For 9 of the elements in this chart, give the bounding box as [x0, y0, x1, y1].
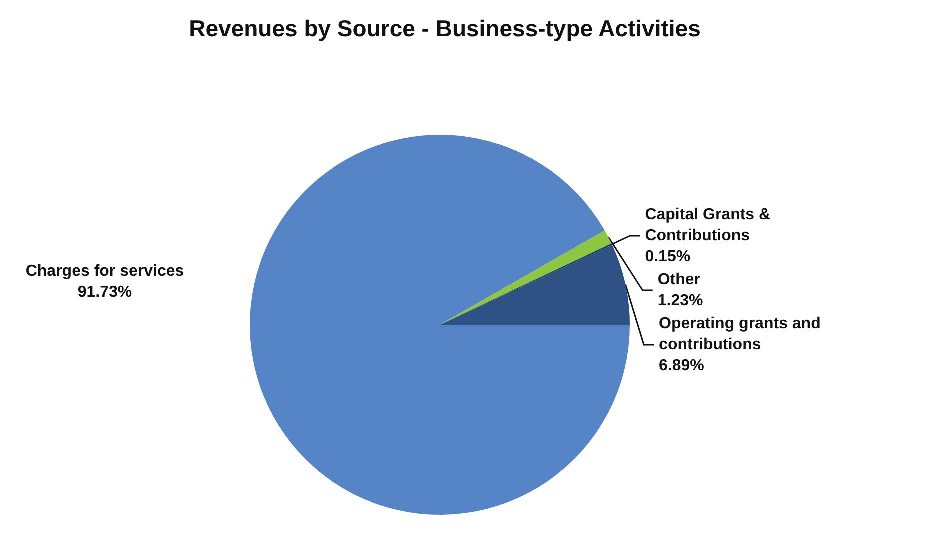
chart-title: Revenues by Source - Business-type Activities: [189, 16, 701, 42]
slice-label: Capital Grants & Contributions: [645, 206, 776, 245]
data-label: 1.23%: [658, 292, 704, 310]
data-label: 0.15%: [645, 248, 691, 266]
slice-label: Charges for services: [26, 263, 184, 280]
data-label: 6.89%: [659, 358, 704, 375]
slice-label: Other: [658, 272, 701, 289]
slice-label: Operating grants and contributions: [659, 316, 826, 354]
data-label: 91.73%: [78, 284, 132, 301]
